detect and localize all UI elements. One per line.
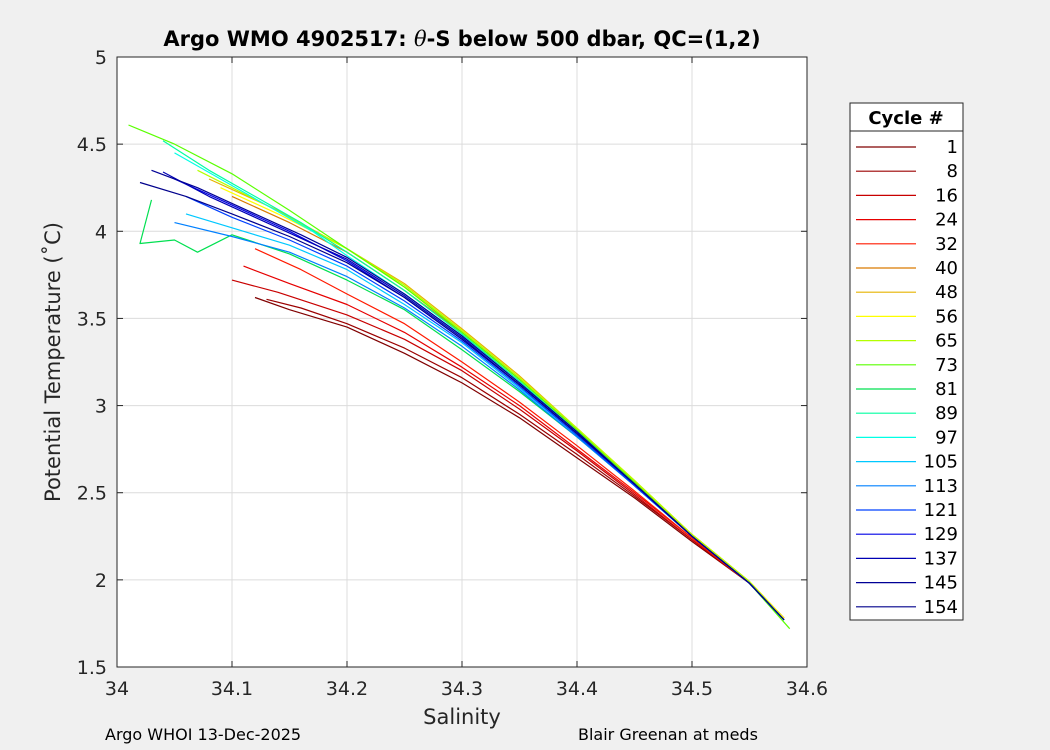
y-tick-label: 3: [95, 396, 107, 418]
footer-source: Argo WHOI 13-Dec-2025: [105, 725, 302, 744]
footer-author: Blair Greenan at meds: [578, 725, 758, 744]
series-layer: [128, 124, 791, 630]
legend-label: 56: [935, 306, 958, 327]
y-tick-label: 2.5: [77, 483, 107, 505]
legend-label: 137: [924, 548, 958, 569]
y-tick-label: 5: [95, 47, 107, 69]
legend-title: Cycle #: [868, 108, 943, 129]
y-tick-label: 4.5: [77, 134, 107, 156]
x-tick-label: 34.3: [441, 678, 483, 700]
legend: Cycle # 1 8 16 24 32 40 48 56 65 73 81 89 97 105 113 12…: [849, 102, 964, 621]
legend-items: 1 8 16 24 32 40 48 56 65 73 81 89 97 105 113 121 129 137 1…: [856, 137, 958, 618]
series-line-cycle-32: [254, 248, 785, 619]
legend-label: 154: [924, 597, 958, 618]
x-tick-label: 34.2: [326, 678, 368, 700]
series-line-cycle-16: [231, 279, 785, 619]
legend-label: 105: [924, 452, 958, 473]
legend-label: 97: [935, 427, 958, 448]
axis-ticks: 34 34.1 34.2 34.3 34.4 34.5 34.6 1.5 2 2.5 3 3.5 4 4.…: [77, 47, 828, 700]
chart-title: Argo WMO 4902517: θ-S below 500 dbar, QC…: [163, 27, 760, 51]
x-tick-label: 34: [105, 678, 129, 700]
y-axis-label: Potential Temperature (˚C): [41, 222, 65, 502]
series-line-cycle-154: [139, 181, 785, 621]
y-tick-label: 4: [95, 221, 107, 243]
y-tick-label: 1.5: [77, 657, 107, 679]
series-line-cycle-65: [197, 169, 785, 621]
legend-label: 40: [935, 258, 958, 279]
legend-label: 73: [935, 355, 958, 376]
x-tick-label: 34.4: [556, 678, 598, 700]
legend-label: 121: [924, 500, 958, 521]
legend-label: 1: [947, 137, 958, 158]
legend-label: 16: [935, 185, 958, 206]
legend-label: 113: [924, 476, 958, 497]
legend-label: 145: [924, 573, 958, 594]
y-tick-label: 2: [95, 570, 107, 592]
legend-label: 32: [935, 234, 958, 255]
x-tick-label: 34.1: [211, 678, 253, 700]
x-tick-label: 34.5: [671, 678, 713, 700]
legend-label: 89: [935, 403, 958, 424]
y-tick-label: 3.5: [77, 308, 107, 330]
x-axis-label: Salinity: [423, 705, 501, 729]
legend-label: 81: [935, 379, 958, 400]
legend-label: 65: [935, 331, 958, 352]
legend-label: 8: [947, 161, 958, 182]
legend-label: 24: [935, 210, 958, 231]
legend-label: 48: [935, 282, 958, 303]
series-line-cycle-1: [254, 296, 785, 619]
x-tick-label: 34.6: [786, 678, 828, 700]
legend-label: 129: [924, 524, 958, 545]
